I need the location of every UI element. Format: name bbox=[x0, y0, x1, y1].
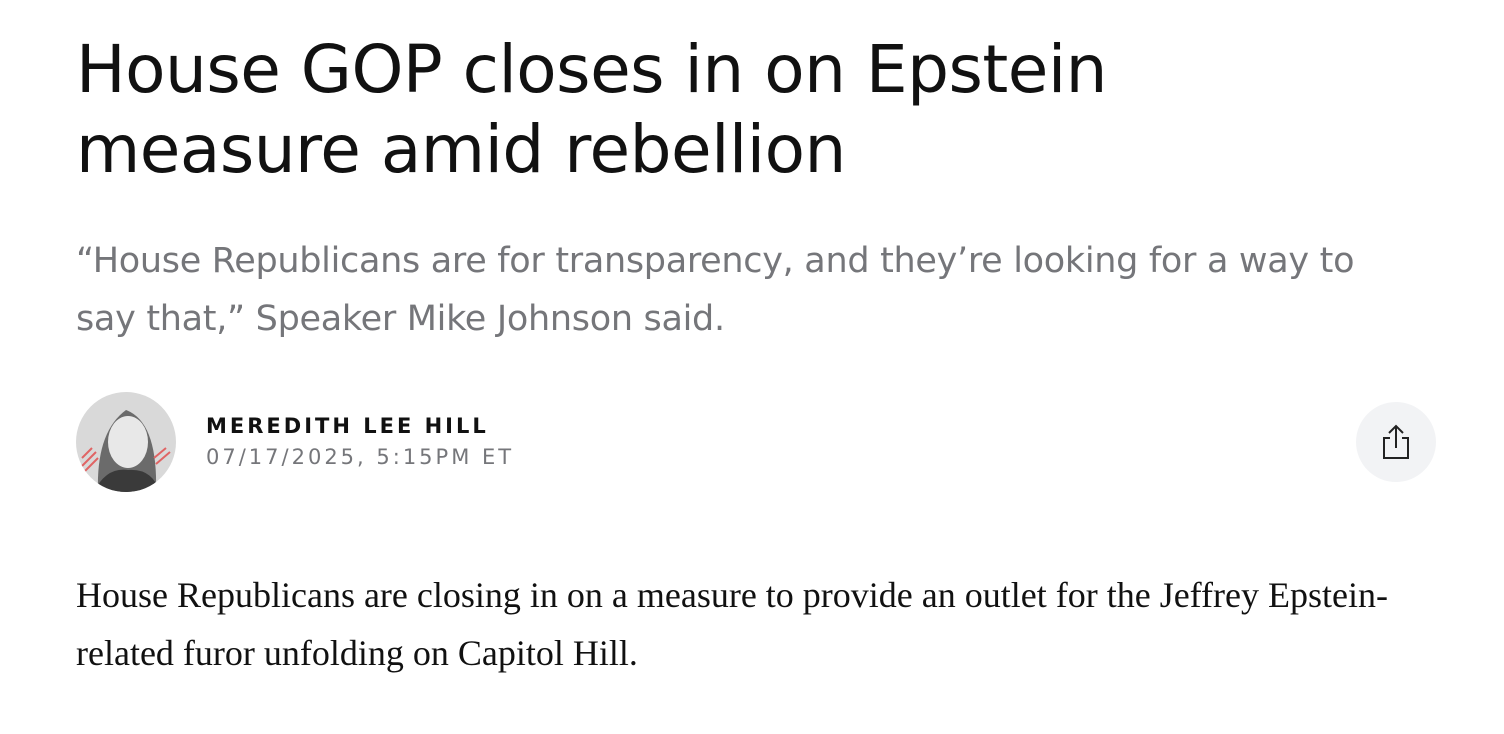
dek: “House Republicans are for transparency,… bbox=[76, 241, 1355, 339]
body-paragraph: House Republicans are closing in on a me… bbox=[76, 575, 1388, 673]
author-name[interactable]: MEREDITH LEE HILL bbox=[206, 414, 489, 438]
timestamp: 07/17/2025, 5:15PM ET bbox=[206, 445, 515, 469]
headline: House GOP closes in on Epstein measure a… bbox=[76, 31, 1108, 188]
author-avatar[interactable] bbox=[76, 392, 176, 492]
share-icon bbox=[1383, 424, 1409, 459]
share-button[interactable] bbox=[1356, 402, 1436, 482]
